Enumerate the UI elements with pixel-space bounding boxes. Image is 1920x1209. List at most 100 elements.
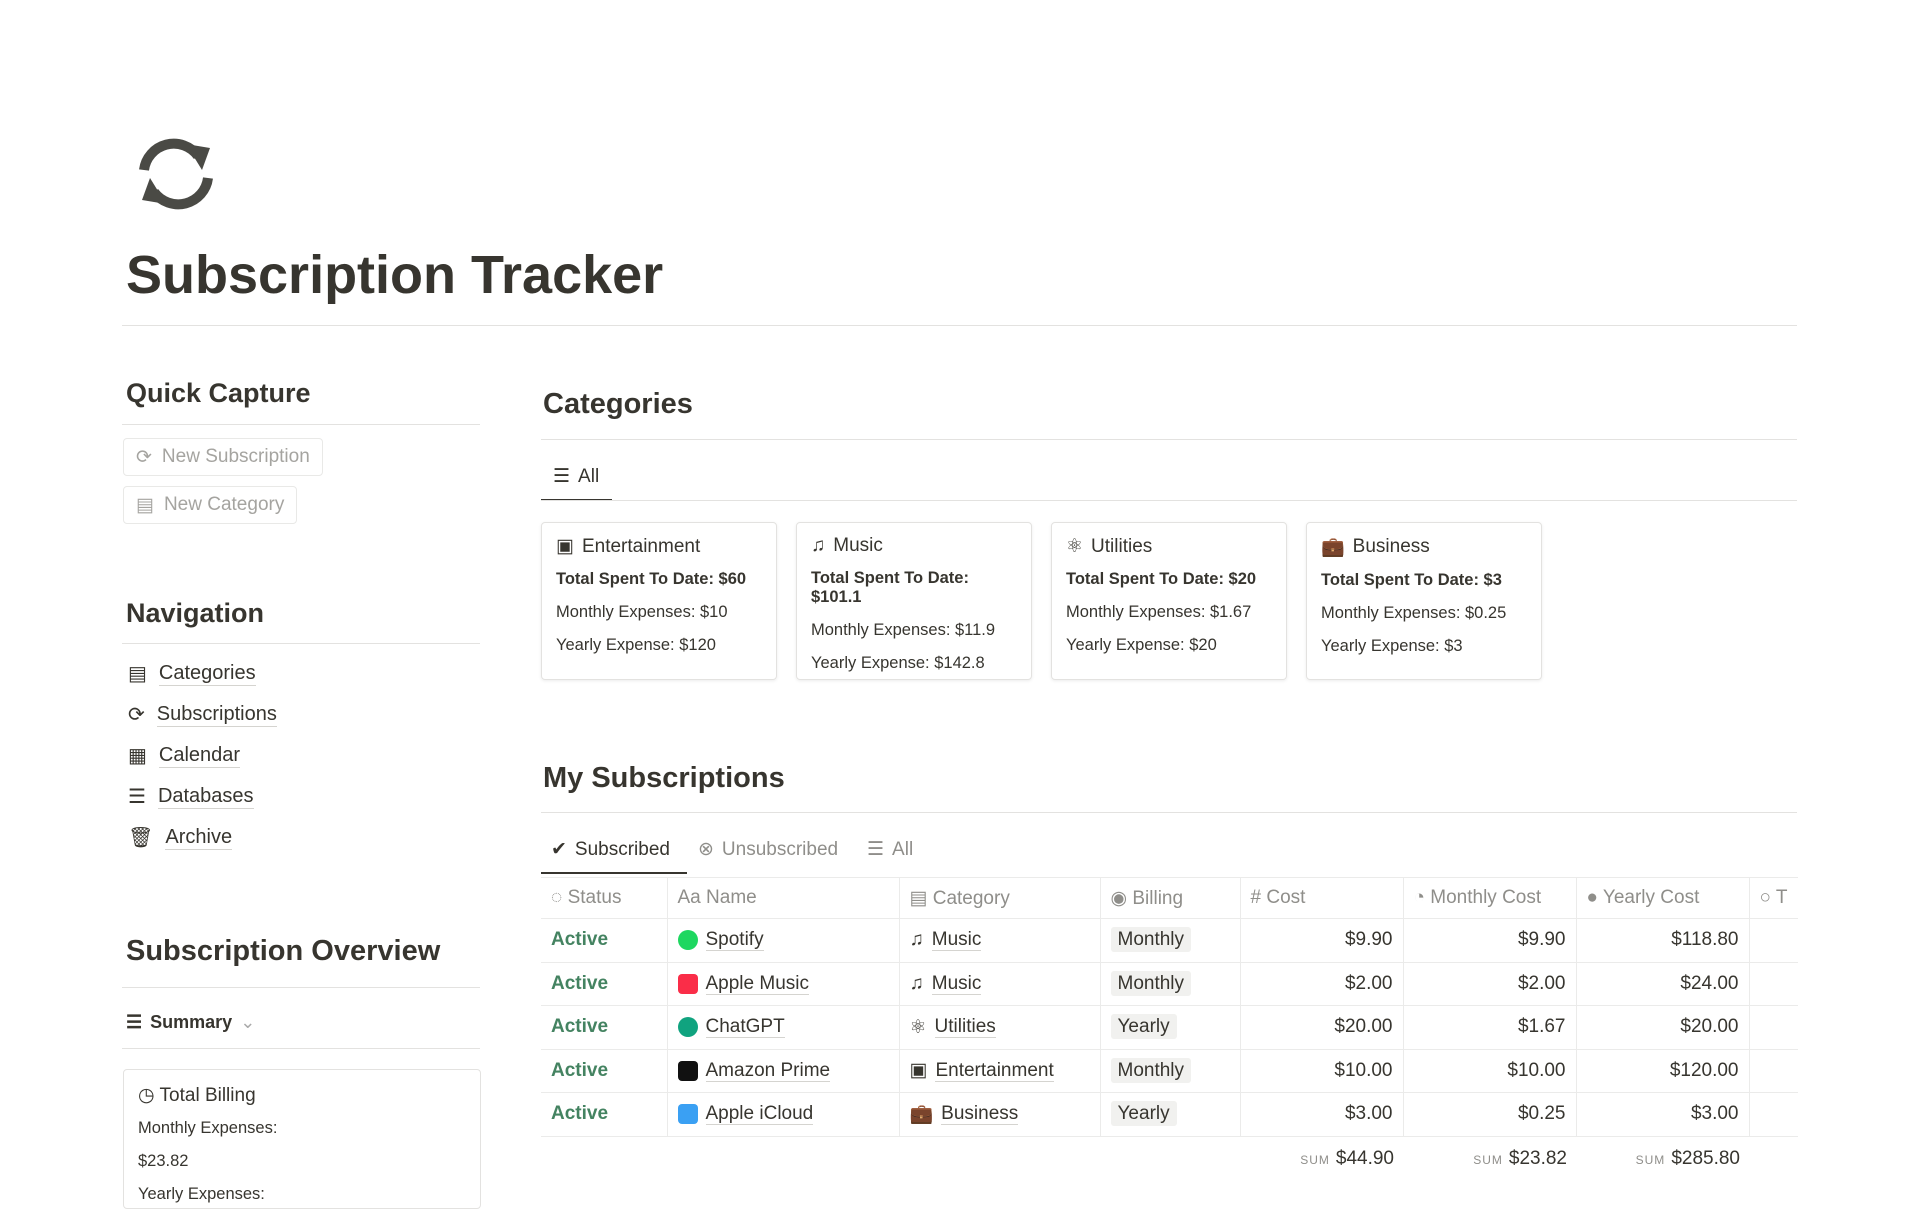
category-link[interactable]: Music <box>931 929 982 952</box>
col-status[interactable]: ◌ Status <box>541 877 668 919</box>
quick-capture-heading: Quick Capture <box>126 378 311 408</box>
nav-databases[interactable]: ☰ Databases <box>128 784 254 809</box>
table-row[interactable]: Active Apple Music ♫ Music Monthly $2.00 … <box>541 962 1798 1006</box>
name-link[interactable]: Apple Music <box>705 972 809 995</box>
tab-all-subscriptions[interactable]: ☰ All <box>867 838 913 861</box>
category-cell[interactable]: ⚛ Utilities <box>899 1005 1101 1050</box>
yearly-expense: Yearly Expense: $120 <box>556 636 716 654</box>
cost-cell[interactable]: $10.00 <box>1240 1049 1404 1093</box>
col-label: Yearly Cost <box>1602 887 1700 908</box>
monthly-expenses: Monthly Expenses: $1.67 <box>1066 603 1252 621</box>
name-link[interactable]: Spotify <box>705 929 764 952</box>
cost-cell[interactable]: $9.90 <box>1240 918 1404 963</box>
monthly-cost-cell: $10.00 <box>1403 1049 1577 1093</box>
category-cell[interactable]: ▣ Entertainment <box>899 1049 1101 1093</box>
category-cell[interactable]: ♫ Music <box>899 962 1101 1006</box>
category-link[interactable]: Utilities <box>934 1016 996 1039</box>
tab-unsubscribed[interactable]: ⊗ Unsubscribed <box>698 838 838 861</box>
col-label: Monthly Cost <box>1430 887 1542 908</box>
col-monthly-cost[interactable]: ◔ Monthly Cost <box>1403 877 1577 919</box>
cabinet-icon: ▤ <box>128 663 147 685</box>
status-cell[interactable]: Active <box>541 918 668 963</box>
nav-label: Subscriptions <box>156 703 277 727</box>
col-category[interactable]: ▤ Category <box>899 877 1101 919</box>
nav-calendar[interactable]: ▦ Calendar <box>128 743 241 768</box>
summary-view-select[interactable]: ☰ Summary ⌄ <box>126 1012 255 1033</box>
nav-categories[interactable]: ▤ Categories <box>128 661 256 686</box>
category-card-music[interactable]: ♫ Music Total Spent To Date: $101.1 Monthly… <box>796 522 1032 680</box>
category-card-utilities[interactable]: ⚛ Utilities Total Spent To Date: $20 Monthl… <box>1051 522 1287 680</box>
col-cost[interactable]: # Cost <box>1240 877 1404 919</box>
status-cell[interactable]: Active <box>541 1092 668 1137</box>
billing-cell[interactable]: Monthly <box>1100 918 1241 963</box>
category-link[interactable]: Music <box>931 972 982 995</box>
music-note-icon: ♫ <box>909 972 924 994</box>
new-category-button[interactable]: ▤ New Category <box>123 486 298 524</box>
table-header: ◌ Status Aa Name ▤ Category ◉ Billing # … <box>541 877 1798 919</box>
new-subscription-button[interactable]: ⟳ New Subscription <box>123 438 323 476</box>
sum-label: SUM <box>1300 1153 1330 1167</box>
col-label: T <box>1775 887 1788 908</box>
monthly-cost-cell: $2.00 <box>1403 962 1577 1006</box>
table-row[interactable]: Active Amazon Prime ▣ Entertainment Month… <box>541 1049 1798 1093</box>
billing-cell[interactable]: Yearly <box>1100 1005 1241 1050</box>
cost-cell[interactable]: $20.00 <box>1240 1005 1404 1050</box>
col-billing[interactable]: ◉ Billing <box>1100 877 1241 919</box>
col-name[interactable]: Aa Name <box>667 877 900 919</box>
table-row[interactable]: Active Spotify ♫ Music Monthly $9.90 $9.9… <box>541 918 1798 963</box>
sum-monthly: SUM $23.82 <box>1473 1148 1567 1170</box>
billing-cell[interactable]: Monthly <box>1100 962 1241 1006</box>
name-link[interactable]: ChatGPT <box>705 1016 785 1039</box>
billing-cell[interactable]: Yearly <box>1100 1092 1241 1137</box>
total-spent: Total Spent To Date: $3 <box>1321 571 1502 589</box>
refresh-icon: ⟳ <box>136 446 152 468</box>
name-cell[interactable]: Amazon Prime <box>667 1049 900 1093</box>
yearly-label: Yearly Expenses: <box>138 1185 265 1203</box>
name-cell[interactable]: Spotify <box>667 918 900 963</box>
briefcase-icon: 💼 <box>909 1104 934 1126</box>
category-card-business[interactable]: 💼 Business Total Spent To Date: $3 Monthly … <box>1306 522 1542 680</box>
billing-cell[interactable]: Monthly <box>1100 1049 1241 1093</box>
status-cell[interactable]: Active <box>541 1049 668 1093</box>
name-link[interactable]: Amazon Prime <box>705 1059 831 1082</box>
card-title: Music <box>833 535 883 556</box>
status-icon: ◌ <box>551 887 563 908</box>
table-row[interactable]: Active Apple iCloud 💼 Business Yearly $3.… <box>541 1092 1798 1137</box>
view-label: Summary <box>150 1012 233 1032</box>
category-link[interactable]: Business <box>941 1103 1019 1126</box>
status-cell[interactable]: Active <box>541 1005 668 1050</box>
number-icon: # <box>1250 887 1262 908</box>
nav-archive[interactable]: 🗑 Archive <box>128 825 233 850</box>
database-icon: ☰ <box>867 839 885 860</box>
status-cell[interactable]: Active <box>541 962 668 1006</box>
col-next[interactable]: ○ T <box>1749 877 1798 919</box>
extra-cell <box>1749 1005 1798 1050</box>
tab-all[interactable]: ☰ All <box>553 465 599 488</box>
yearly-expense: Yearly Expense: $3 <box>1321 637 1463 655</box>
billing-tag: Yearly <box>1110 1014 1177 1040</box>
name-cell[interactable]: Apple iCloud <box>667 1092 900 1137</box>
name-link[interactable]: Apple iCloud <box>705 1103 814 1126</box>
total-billing-card[interactable]: ◷ Total Billing Monthly Expenses: $23.82… <box>123 1069 481 1209</box>
category-link[interactable]: Entertainment <box>935 1059 1054 1082</box>
chatgpt-icon <box>677 1017 698 1038</box>
category-cell[interactable]: 💼 Business <box>899 1092 1101 1137</box>
nav-label: Categories <box>158 662 256 686</box>
sum-value: $23.82 <box>1508 1148 1567 1169</box>
name-cell[interactable]: ChatGPT <box>667 1005 900 1050</box>
name-cell[interactable]: Apple Music <box>667 962 900 1006</box>
cabinet-icon: ▤ <box>136 494 154 516</box>
category-cell[interactable]: ♫ Music <box>899 918 1101 963</box>
tab-subscribed[interactable]: ✔ Subscribed <box>551 838 670 861</box>
cost-cell[interactable]: $3.00 <box>1240 1092 1404 1137</box>
col-yearly-cost[interactable]: ● Yearly Cost <box>1576 877 1750 919</box>
total-spent: Total Spent To Date: $60 <box>556 570 747 588</box>
table-row[interactable]: Active ChatGPT ⚛ Utilities Yearly $20.00 … <box>541 1005 1798 1050</box>
cost-cell[interactable]: $2.00 <box>1240 962 1404 1006</box>
yearly-cost-cell: $20.00 <box>1576 1005 1750 1050</box>
category-card-entertainment[interactable]: ▣ Entertainment Total Spent To Date: $60 Mo… <box>541 522 777 680</box>
calendar-icon: ▦ <box>128 745 147 767</box>
monthly-value: $23.82 <box>138 1152 189 1170</box>
database-icon: ☰ <box>126 1012 143 1032</box>
nav-subscriptions[interactable]: ⟳ Subscriptions <box>128 702 277 727</box>
